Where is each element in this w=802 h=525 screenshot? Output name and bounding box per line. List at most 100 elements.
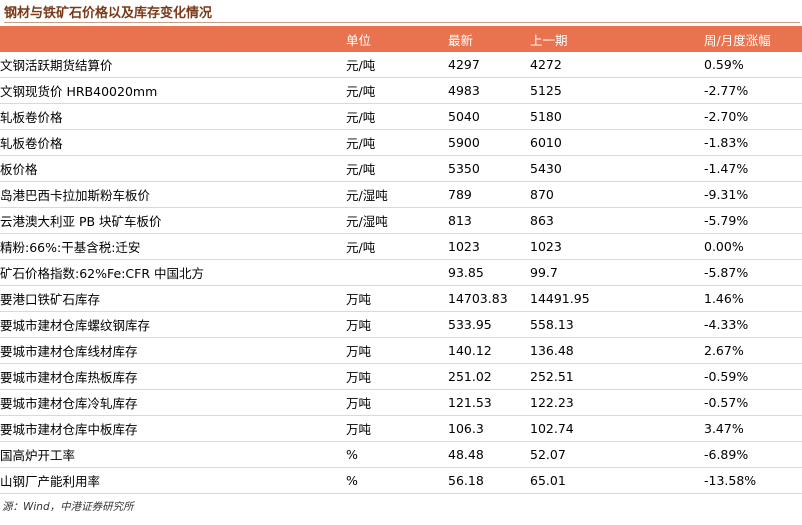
table-row: 文钢现货价 HRB40020mm 元/吨 4983 5125 -2.77%	[0, 77, 802, 104]
header-cell: 最新	[444, 26, 526, 52]
table-row: 国高炉开工率% 48.48 52.07 -6.89%	[0, 441, 802, 468]
header-cell: 周/月度涨幅	[700, 26, 802, 52]
cell: 106.3	[444, 415, 526, 442]
cell: 万吨	[340, 337, 444, 364]
table-row: 轧板卷价格 元/吨 5040 5180 -2.70%	[0, 103, 802, 130]
cell: 云港澳大利亚 PB 块矿车板价	[0, 207, 340, 234]
cell: 万吨	[340, 415, 444, 442]
cell: 岛港巴西卡拉加斯粉车板价	[0, 181, 340, 208]
cell: 99.7	[526, 259, 700, 286]
cell: 4983	[444, 77, 526, 104]
cell: 1023	[526, 233, 700, 260]
cell: 元/吨	[340, 233, 444, 260]
cell: 要港口铁矿石库存	[0, 285, 340, 312]
cell: 102.74	[526, 415, 700, 442]
cell: 要城市建材仓库线材库存	[0, 337, 340, 364]
cell: 558.13	[526, 311, 700, 338]
cell: 789	[444, 181, 526, 208]
cell: 5430	[526, 155, 700, 182]
cell: 5350	[444, 155, 526, 182]
cell: 56.18	[444, 467, 526, 494]
cell: 2.67%	[700, 337, 802, 364]
cell: 65.01	[526, 467, 700, 494]
table-row: 要城市建材仓库螺纹钢库存 万吨 533.95 558.13 -4.33%	[0, 311, 802, 338]
cell: 533.95	[444, 311, 526, 338]
cell: 文钢现货价 HRB40020mm	[0, 77, 340, 104]
cell: 14703.83	[444, 285, 526, 312]
cell: 252.51	[526, 363, 700, 390]
cell: 1023	[444, 233, 526, 260]
table-row: 云港澳大利亚 PB 块矿车板价 元/湿吨 813 863 -5.79%	[0, 207, 802, 234]
table-row: 要城市建材仓库中板库存 万吨 106.3 102.74 3.47%	[0, 415, 802, 442]
cell: 0.59%	[700, 52, 802, 78]
cell: 文钢活跃期货结算价	[0, 52, 340, 78]
table-row: 岛港巴西卡拉加斯粉车板价 元/湿吨 789 870 -9.31%	[0, 181, 802, 208]
cell: 93.85	[444, 259, 526, 286]
cell: 0.00%	[700, 233, 802, 260]
cell: -9.31%	[700, 181, 802, 208]
cell: %	[340, 441, 444, 468]
cell: -6.89%	[700, 441, 802, 468]
cell: 要城市建材仓库冷轧库存	[0, 389, 340, 416]
cell: 万吨	[340, 285, 444, 312]
cell: 元/湿吨	[340, 207, 444, 234]
cell: 万吨	[340, 363, 444, 390]
cell: 轧板卷价格	[0, 129, 340, 156]
cell: 122.23	[526, 389, 700, 416]
cell: 精粉:66%:干基含税:迁安	[0, 233, 340, 260]
cell	[340, 259, 444, 286]
cell: 863	[526, 207, 700, 234]
cell: -13.58%	[700, 467, 802, 494]
cell: 要城市建材仓库中板库存	[0, 415, 340, 442]
table-row: 矿石价格指数:62%Fe:CFR 中国北方 93.85 99.7 -5.87%	[0, 259, 802, 286]
cell: 136.48	[526, 337, 700, 364]
cell: 48.48	[444, 441, 526, 468]
cell: 5125	[526, 77, 700, 104]
cell: 元/吨	[340, 155, 444, 182]
cell: 3.47%	[700, 415, 802, 442]
cell: -0.57%	[700, 389, 802, 416]
cell: 5040	[444, 103, 526, 130]
cell: 矿石价格指数:62%Fe:CFR 中国北方	[0, 259, 340, 286]
table-row: 板价格 元/吨 5350 5430 -1.47%	[0, 155, 802, 182]
cell: 国高炉开工率	[0, 441, 340, 468]
cell: 251.02	[444, 363, 526, 390]
cell: 板价格	[0, 155, 340, 182]
cell: 轧板卷价格	[0, 103, 340, 130]
header-cell: 单位	[340, 26, 444, 52]
table-row: 要港口铁矿石库存 万吨 14703.83 14491.95 1.46%	[0, 285, 802, 312]
cell: 4297	[444, 52, 526, 78]
cell: 元/吨	[340, 129, 444, 156]
cell: 5180	[526, 103, 700, 130]
table-row: 文钢活跃期货结算价 元/吨 4297 4272 0.59%	[0, 52, 802, 78]
table-row: 要城市建材仓库冷轧库存 万吨 121.53 122.23 -0.57%	[0, 389, 802, 416]
cell: 52.07	[526, 441, 700, 468]
cell: -0.59%	[700, 363, 802, 390]
cell: 元/吨	[340, 77, 444, 104]
cell: 6010	[526, 129, 700, 156]
cell: 万吨	[340, 311, 444, 338]
cell: 元/吨	[340, 52, 444, 78]
cell: 万吨	[340, 389, 444, 416]
header-cell: 上一期	[526, 26, 700, 52]
cell: 870	[526, 181, 700, 208]
table-row: 要城市建材仓库线材库存 万吨 140.12 136.48 2.67%	[0, 337, 802, 364]
cell: 121.53	[444, 389, 526, 416]
cell: 14491.95	[526, 285, 700, 312]
cell: 4272	[526, 52, 700, 78]
table-row: 要城市建材仓库热板库存 万吨 251.02 252.51 -0.59%	[0, 363, 802, 390]
source-note: 源：Wind，中港证券研究所	[2, 501, 134, 513]
cell: 山钢厂产能利用率	[0, 467, 340, 494]
cell: -4.33%	[700, 311, 802, 338]
table-row: 精粉:66%:干基含税:迁安 元/吨 1023 1023 0.00%	[0, 233, 802, 260]
cell: 140.12	[444, 337, 526, 364]
cell: -5.87%	[700, 259, 802, 286]
cell: -1.47%	[700, 155, 802, 182]
cell: 要城市建材仓库螺纹钢库存	[0, 311, 340, 338]
cell: %	[340, 467, 444, 494]
header-row: 单位 最新 上一期 周/月度涨幅	[0, 26, 802, 52]
cell: 1.46%	[700, 285, 802, 312]
cell: 要城市建材仓库热板库存	[0, 363, 340, 390]
cell: 813	[444, 207, 526, 234]
